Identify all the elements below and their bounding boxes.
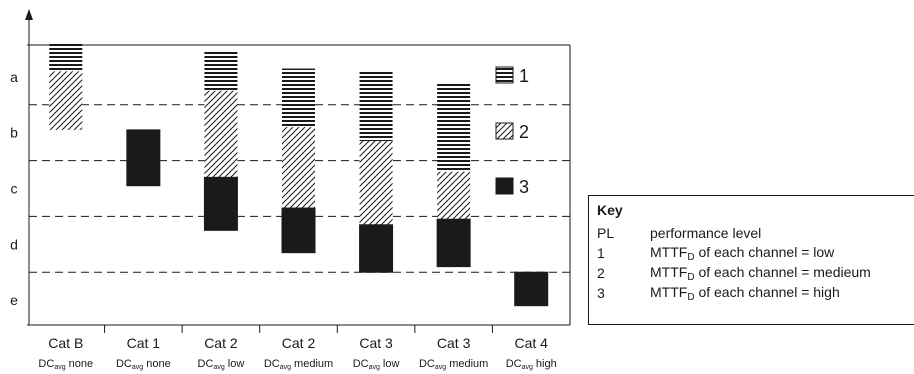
legend-swatch-1 — [495, 66, 514, 84]
legend-swatch-3 — [495, 177, 514, 195]
bar-series-3-cat-6 — [436, 218, 471, 268]
x-category-dc-label-7: DCavg high — [506, 358, 557, 371]
x-category-label-4: Cat 2 — [282, 335, 316, 351]
key-rows: PL performance level 1 MTTFD of each channe… — [597, 223, 914, 303]
y-axis-labels: a b c d e — [10, 69, 18, 308]
y-level-label-c: c — [11, 181, 18, 197]
key-description: MTTFD of each channel = medieum — [650, 263, 871, 283]
legend-label-1: 1 — [519, 66, 529, 86]
y-level-label-e: e — [10, 292, 18, 308]
key-description: performance level — [650, 225, 762, 241]
plot-frame — [25, 9, 571, 333]
bar-series-2-cat-4 — [282, 127, 315, 209]
x-axis-labels: Cat B DCavg none Cat 1 DCavg none Cat 2 DCavg… — [38, 335, 556, 371]
legend: 1 2 3 — [495, 66, 529, 197]
x-category-dc-label-3: DCavg low — [198, 358, 245, 371]
x-category-dc-label-1: DCavg none — [38, 358, 93, 371]
bar-series-2-cat-5 — [359, 141, 393, 225]
key-row: 2 MTTFD of each channel = medieum — [597, 263, 914, 283]
bar-series-1-cat-3 — [204, 51, 238, 91]
bar-series-3-cat-4 — [281, 207, 316, 254]
legend-label-2: 2 — [519, 122, 529, 142]
key-title: Key — [597, 202, 623, 218]
bar-series-2-cat-1 — [49, 71, 83, 130]
bar-series-2-cat-6 — [437, 171, 471, 220]
x-category-label-5: Cat 3 — [359, 335, 393, 351]
key-code: PL — [597, 225, 615, 241]
bar-series-2-cat-3 — [204, 90, 238, 178]
bar-series-1-cat-1 — [49, 42, 83, 72]
bar-series-1-cat-4 — [282, 68, 315, 128]
bar-series-1-cat-6 — [437, 82, 471, 172]
bars — [49, 42, 549, 307]
x-category-label-2: Cat 1 — [127, 335, 161, 351]
x-category-dc-label-4: DCavg medium — [264, 358, 333, 371]
x-category-dc-label-6: DCavg medium — [419, 358, 488, 371]
y-level-label-d: d — [10, 236, 18, 252]
x-category-label-1: Cat B — [48, 335, 83, 351]
bar-series-1-cat-5 — [359, 70, 393, 142]
x-category-dc-label-2: DCavg none — [116, 358, 171, 371]
legend-label-3: 3 — [519, 177, 529, 197]
key-description: MTTFD of each channel = low — [650, 243, 835, 263]
y-level-label-b: b — [10, 125, 18, 141]
x-category-label-6: Cat 3 — [437, 335, 471, 351]
x-category-label-7: Cat 4 — [514, 335, 548, 351]
key-box: Key PL performance level 1 MTTFD of each ch… — [588, 195, 914, 325]
bar-series-3-cat-7 — [514, 271, 549, 307]
bar-series-3-cat-3 — [203, 176, 238, 231]
key-code: 1 — [597, 245, 605, 261]
x-category-label-3: Cat 2 — [204, 335, 238, 351]
y-axis-arrow — [25, 9, 33, 20]
key-code: 3 — [597, 285, 605, 301]
key-row: 3 MTTFD of each channel = high — [597, 283, 914, 303]
key-row: PL performance level — [597, 223, 914, 243]
key-code: 2 — [597, 265, 605, 281]
legend-swatch-2 — [495, 122, 514, 140]
y-level-label-a: a — [10, 69, 18, 85]
x-category-dc-label-5: DCavg low — [353, 358, 400, 371]
key-row: 1 MTTFD of each channel = low — [597, 243, 914, 263]
bar-series-3-cat-2 — [126, 129, 161, 187]
bar-series-3-cat-5 — [359, 224, 394, 273]
key-description: MTTFD of each channel = high — [650, 283, 840, 303]
